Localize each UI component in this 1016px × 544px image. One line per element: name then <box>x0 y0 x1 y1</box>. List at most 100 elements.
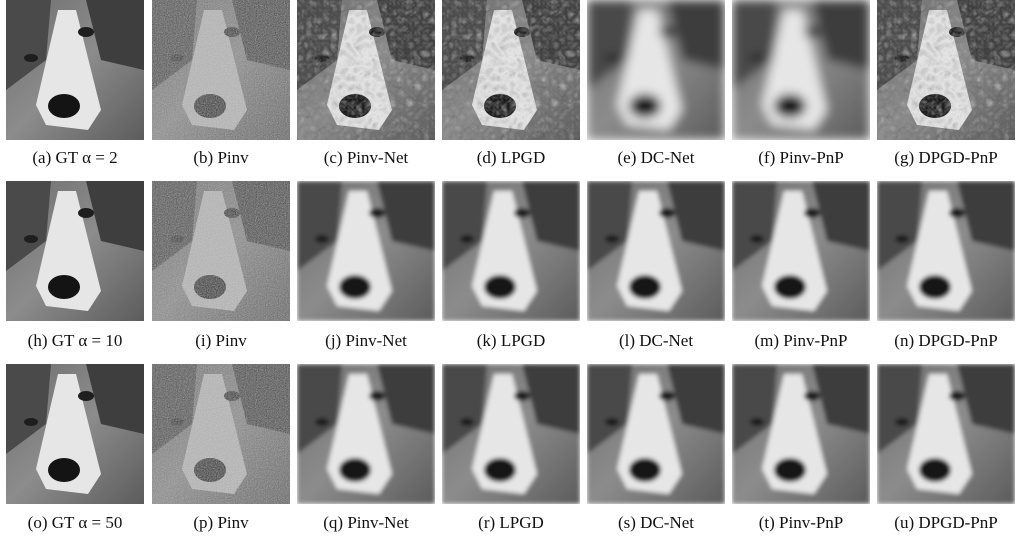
caption: (s) DC-Net <box>618 513 694 532</box>
image-content <box>587 0 725 140</box>
eye <box>369 208 385 218</box>
nose <box>774 94 806 118</box>
image <box>152 181 290 321</box>
dark-fur <box>86 364 144 434</box>
panel: (j) Pinv-Net <box>297 181 435 350</box>
dark-fur <box>377 0 435 70</box>
caption: (f) Pinv-PnP <box>758 148 843 167</box>
panel: (t) Pinv-PnP <box>732 364 870 532</box>
nose <box>194 458 226 482</box>
image-content <box>297 0 435 140</box>
dark-fur <box>442 0 487 90</box>
image <box>587 364 725 504</box>
eye <box>460 235 474 243</box>
eye <box>24 235 38 243</box>
caption: (d) LPGD <box>477 148 545 167</box>
panel: (s) DC-Net <box>587 364 725 532</box>
panel: (u) DPGD-PnP <box>877 364 1015 532</box>
image-content <box>732 0 870 140</box>
image <box>442 364 580 504</box>
image-content <box>297 364 435 504</box>
eye <box>895 418 909 426</box>
caption: (o) GT α = 50 <box>28 513 123 532</box>
dark-fur <box>732 364 777 454</box>
eye <box>369 27 385 37</box>
dark-fur <box>587 364 632 454</box>
dark-fur <box>877 181 922 271</box>
dark-fur <box>442 364 487 454</box>
dark-fur <box>667 0 725 70</box>
caption: (u) DPGD-PnP <box>894 513 997 532</box>
dark-fur <box>232 181 290 251</box>
eye <box>804 208 820 218</box>
image <box>877 181 1015 321</box>
panel: (i) Pinv <box>152 181 290 350</box>
nose <box>339 94 371 118</box>
eye <box>460 418 474 426</box>
dark-fur <box>152 364 197 454</box>
image-content <box>877 0 1015 140</box>
panel: (o) GT α = 50 <box>6 364 144 532</box>
image <box>6 181 144 321</box>
dark-fur <box>877 0 922 90</box>
eye <box>514 27 530 37</box>
image <box>587 181 725 321</box>
dark-fur <box>6 0 51 90</box>
eye <box>804 391 820 401</box>
image-content <box>587 181 725 321</box>
caption: (g) DPGD-PnP <box>894 148 997 167</box>
dark-fur <box>732 0 777 90</box>
eye <box>514 391 530 401</box>
caption: (r) LPGD <box>478 513 544 532</box>
eye <box>750 54 764 62</box>
image-content <box>442 0 580 140</box>
image <box>732 364 870 504</box>
dark-fur <box>812 0 870 70</box>
eye <box>170 54 184 62</box>
dark-fur <box>6 364 51 454</box>
dark-fur <box>297 181 342 271</box>
dark-fur <box>957 181 1015 251</box>
panel: (l) DC-Net <box>587 181 725 350</box>
nose <box>48 275 80 299</box>
nose <box>339 458 371 482</box>
image-content <box>877 364 1015 504</box>
dark-fur <box>377 181 435 251</box>
eye <box>170 418 184 426</box>
image-content <box>732 364 870 504</box>
image-content <box>6 181 144 321</box>
panel: (g) DPGD-PnP <box>877 0 1015 167</box>
dark-fur <box>957 364 1015 434</box>
caption: (q) Pinv-Net <box>323 513 409 532</box>
eye <box>224 27 240 37</box>
nose <box>629 275 661 299</box>
panel: (e) DC-Net <box>587 0 725 167</box>
eye <box>659 208 675 218</box>
nose <box>774 458 806 482</box>
eye <box>605 418 619 426</box>
dark-fur <box>667 364 725 434</box>
image-content <box>6 364 144 504</box>
image <box>297 0 435 140</box>
image <box>442 0 580 140</box>
panel: (k) LPGD <box>442 181 580 350</box>
nose <box>484 94 516 118</box>
caption: (t) Pinv-PnP <box>759 513 844 532</box>
image <box>877 364 1015 504</box>
panel: (r) LPGD <box>442 364 580 532</box>
caption: (l) DC-Net <box>619 331 693 350</box>
nose <box>194 275 226 299</box>
image <box>877 0 1015 140</box>
caption: (i) Pinv <box>195 331 247 350</box>
caption: (k) LPGD <box>477 331 545 350</box>
panel: (f) Pinv-PnP <box>732 0 870 167</box>
dark-fur <box>957 0 1015 70</box>
dark-fur <box>297 364 342 454</box>
image-content <box>152 181 290 321</box>
panel: (b) Pinv <box>152 0 290 167</box>
eye <box>460 54 474 62</box>
dark-fur <box>812 181 870 251</box>
nose <box>484 458 516 482</box>
dark-fur <box>297 0 342 90</box>
dark-fur <box>522 364 580 434</box>
